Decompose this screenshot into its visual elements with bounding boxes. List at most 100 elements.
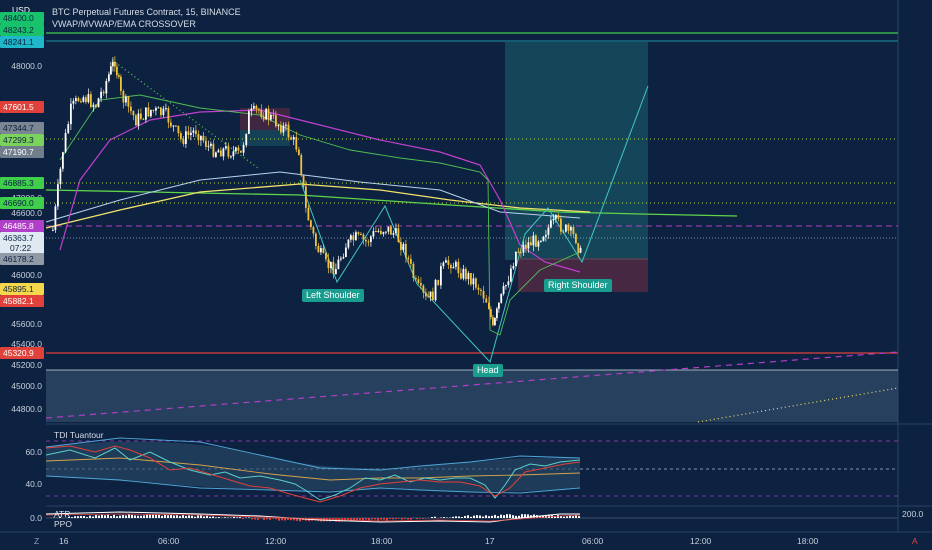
candle-body — [463, 269, 465, 279]
ppo-bar — [395, 518, 397, 519]
candle-body — [70, 104, 72, 124]
ppo-bar — [398, 518, 400, 519]
ppo-bar — [170, 515, 172, 518]
ppo-bar — [233, 517, 235, 518]
candle-body — [520, 252, 522, 253]
candle-body — [73, 101, 75, 104]
candle-body — [80, 101, 82, 102]
candle-body — [453, 267, 455, 268]
candle-body — [195, 130, 197, 134]
ppo-bar — [464, 516, 466, 518]
candle-body — [445, 260, 447, 262]
ppo-bar — [467, 515, 469, 518]
candle-body — [93, 105, 95, 107]
candle-body — [465, 269, 467, 279]
atr-title[interactable]: ATR — [54, 509, 70, 519]
time-label: 12:00 — [265, 536, 286, 546]
candle-body — [123, 91, 125, 102]
candle-body — [378, 231, 380, 232]
candle-body — [288, 125, 290, 138]
candle-body — [305, 186, 307, 207]
chart-title[interactable]: BTC Perpetual Futures Contract, 15, BINA… — [52, 6, 241, 18]
ppo-bar — [119, 516, 121, 518]
ppo-bar — [80, 516, 82, 518]
ppo-bar — [416, 518, 418, 519]
candle-body — [505, 285, 507, 286]
candle-body — [220, 150, 222, 156]
candle-body — [153, 110, 155, 111]
ppo-bar — [131, 515, 133, 518]
ppo-bar — [458, 516, 460, 518]
ppo-bar — [566, 516, 568, 518]
right-shoulder-label[interactable]: Right Shoulder — [544, 279, 612, 292]
ppo-bar — [179, 516, 181, 518]
ppo-bar — [500, 515, 502, 518]
ppo-bar — [140, 516, 142, 518]
price-badge: 47299.3 — [0, 134, 44, 146]
ppo-bar — [164, 514, 166, 518]
candle-body — [85, 97, 87, 102]
candle-body — [320, 248, 322, 252]
candle-body — [57, 184, 59, 206]
candle-body — [283, 126, 285, 133]
ppo-bar — [86, 517, 88, 518]
indicator-title[interactable]: VWAP/MVWAP/EMA CROSSOVER — [52, 18, 241, 30]
candle-body — [353, 235, 355, 240]
candle-body — [293, 137, 295, 140]
left-shoulder-label[interactable]: Left Shoulder — [302, 289, 364, 302]
candle-body — [278, 125, 280, 126]
head-label[interactable]: Head — [473, 364, 503, 377]
candle-body — [223, 148, 225, 156]
ppo-bar — [281, 518, 283, 520]
candle-body — [205, 141, 207, 147]
ppo-bar — [182, 515, 184, 518]
ppo-bar — [167, 515, 169, 518]
candle-body — [315, 234, 317, 246]
candle-body — [494, 318, 496, 325]
candle-body — [500, 294, 502, 303]
ppo-bar — [98, 516, 100, 518]
candle-body — [265, 109, 267, 119]
ppo-bar — [194, 517, 196, 518]
candle-body — [488, 303, 490, 309]
candle-body — [423, 286, 425, 293]
ppo-bar — [188, 515, 190, 518]
candle-body — [258, 109, 260, 110]
price-axis[interactable]: USD 48000.0 47000.0 46600.0 46000.0 4560… — [0, 0, 46, 550]
ppo-bar — [404, 518, 406, 519]
price-tick: 45000.0 — [0, 380, 44, 392]
candle-body — [515, 252, 517, 266]
ppo-bar — [461, 517, 463, 518]
zoom-toggle-button[interactable]: Z — [34, 536, 39, 546]
ppo-bar — [431, 517, 433, 518]
ppo-bar — [386, 518, 388, 521]
ppo-bar — [278, 518, 280, 521]
ppo-bar — [122, 515, 124, 518]
candle-body — [408, 258, 410, 259]
candle-body — [270, 115, 272, 120]
candle-body — [448, 260, 450, 265]
candle-body — [490, 309, 492, 317]
ppo-title[interactable]: PPO — [54, 519, 72, 529]
ppo-bar — [101, 515, 103, 518]
candle-body — [213, 144, 215, 157]
ppo-bar — [389, 518, 391, 519]
candle-body — [368, 241, 370, 242]
candle-body — [175, 126, 177, 127]
ppo-bar — [512, 515, 514, 518]
auto-scale-button[interactable]: A — [912, 536, 918, 546]
price-pane[interactable] — [46, 0, 898, 423]
candle-body — [468, 273, 470, 279]
price-badge: 47601.5 — [0, 101, 44, 113]
oscillator-title[interactable]: TDI Tuantour — [54, 430, 104, 440]
candle-body — [130, 107, 132, 111]
ppo-bar — [218, 517, 220, 518]
candle-body — [98, 98, 100, 107]
lower-indicator-pane[interactable] — [46, 507, 898, 532]
candle-body — [375, 231, 377, 232]
price-badge: 46885.3 — [0, 177, 44, 189]
ppo-bar — [155, 515, 157, 518]
ppo-bar — [407, 518, 409, 520]
candle-body — [548, 228, 550, 235]
